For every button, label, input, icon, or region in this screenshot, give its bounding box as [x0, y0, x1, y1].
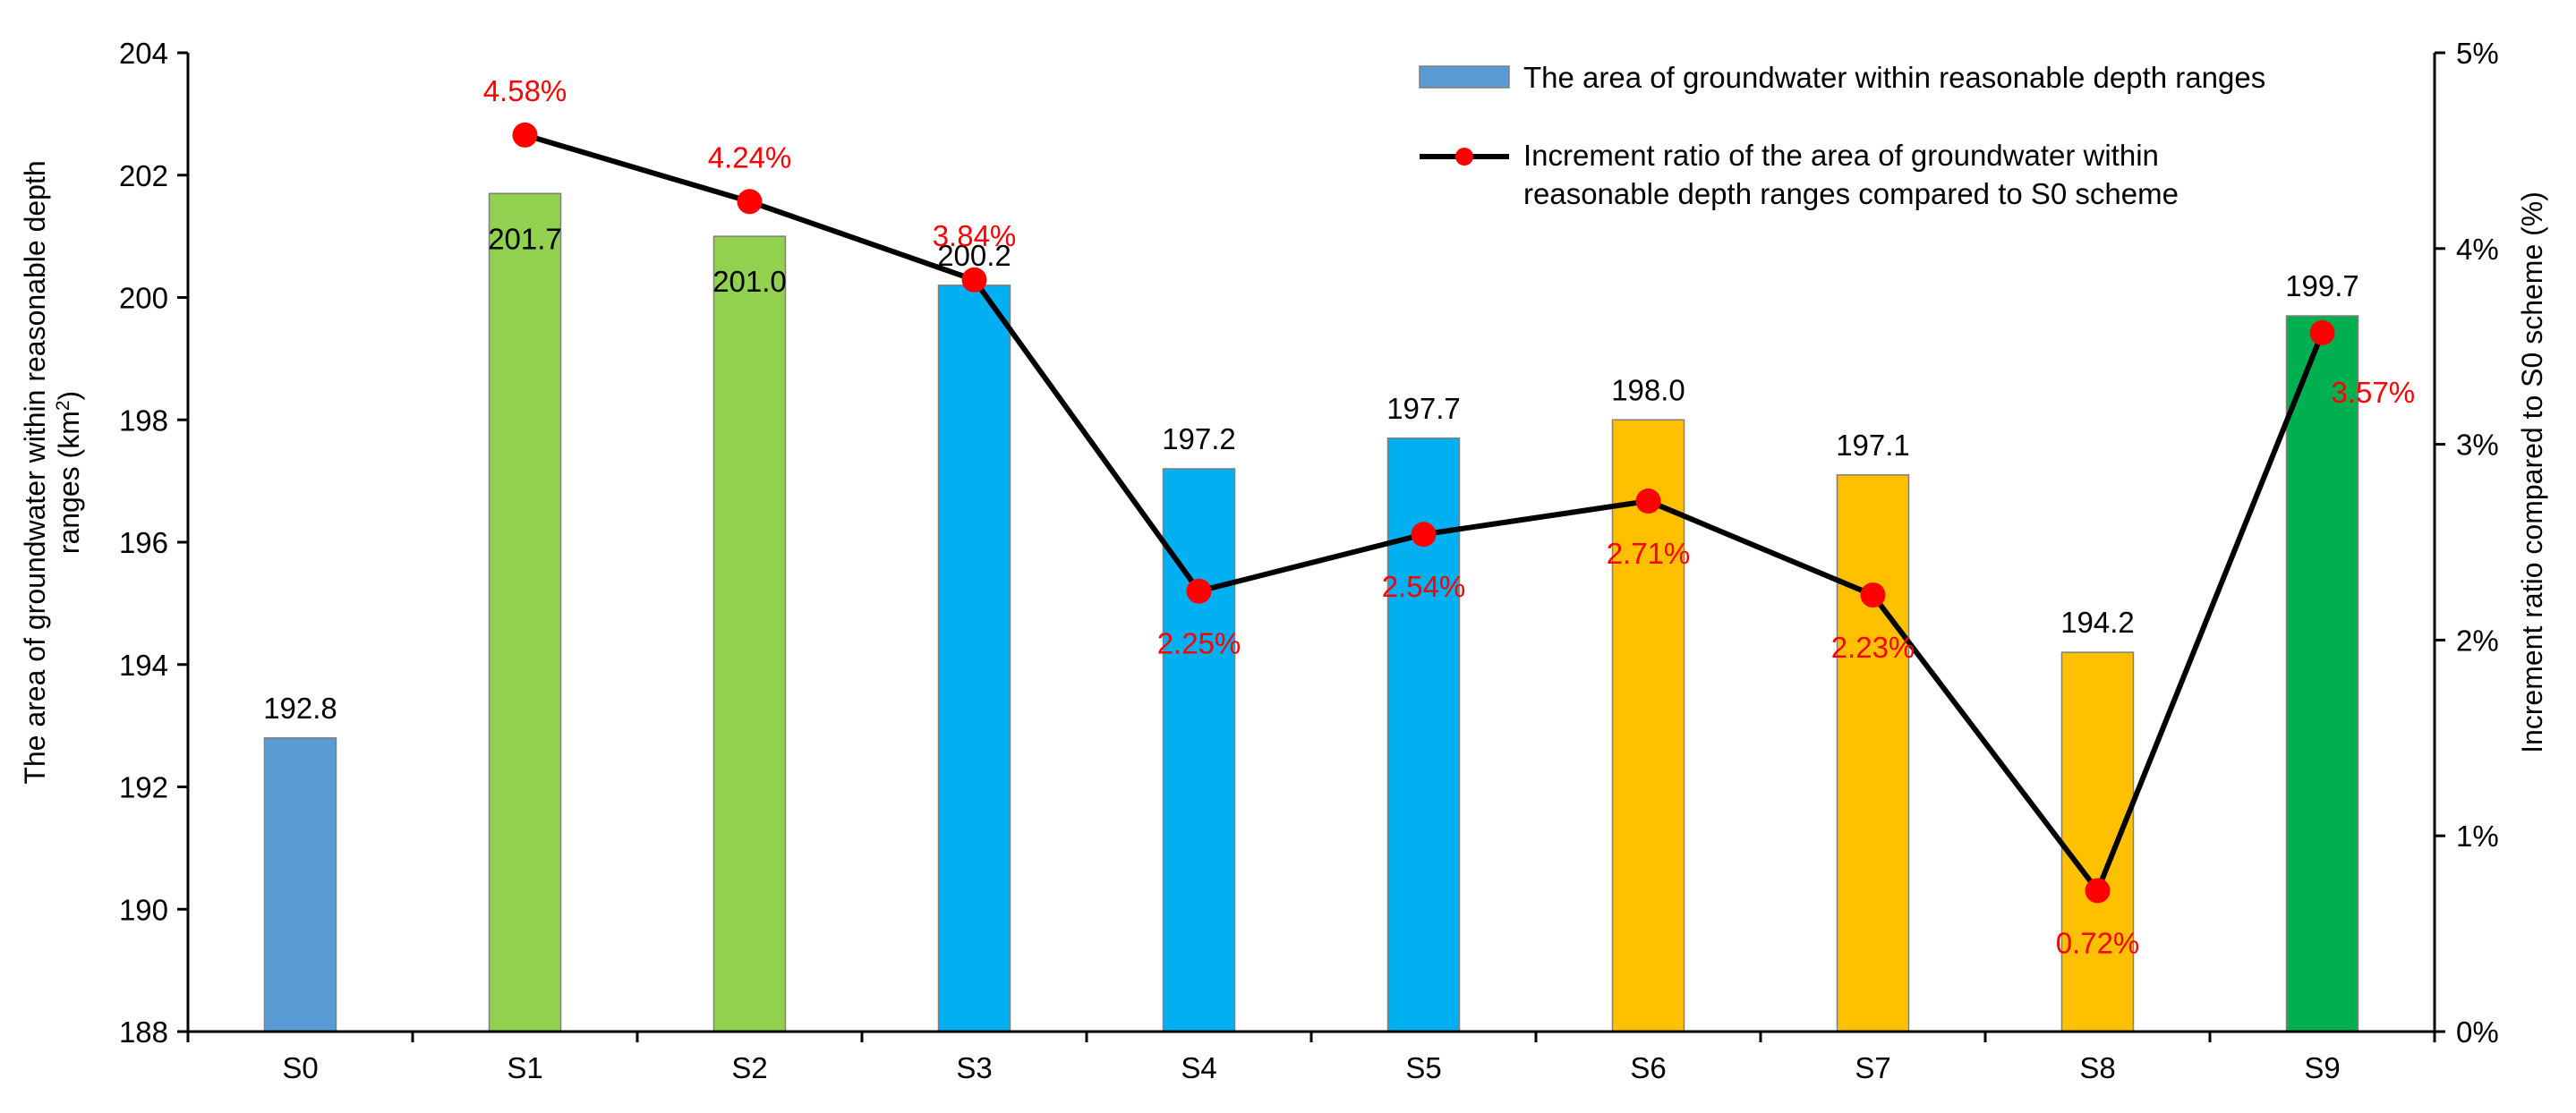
bar-label-s9: 199.7 [2285, 269, 2359, 302]
right-tick-label: 2% [2456, 624, 2499, 657]
right-tick-label: 3% [2456, 429, 2499, 462]
line-label-s1: 4.58% [483, 74, 567, 107]
left-axis-title-line2: ranges (km2) [53, 391, 86, 554]
bar-label-s1: 201.7 [488, 222, 562, 255]
left-tick-label: 200 [119, 282, 168, 315]
left-tick-label: 198 [119, 404, 168, 437]
x-tick-label-s8: S8 [2079, 1051, 2115, 1084]
right-tick-label: 1% [2456, 820, 2499, 853]
bar-value-labels: 192.8 201.7 201.0 200.2 197.2 197.7 198.0 197.1… [263, 222, 2359, 725]
x-tick-label-s2: S2 [731, 1051, 767, 1084]
line-label-s4: 2.25% [1157, 627, 1241, 660]
bar-label-s3: 200.2 [937, 239, 1011, 272]
right-tick-label: 0% [2456, 1015, 2499, 1049]
right-axis-ticks: 0% 1% 2% 3% 4% 5% [2435, 37, 2499, 1049]
legend: The area of groundwater within reasonabl… [1419, 61, 2265, 210]
left-tick-label: 192 [119, 771, 168, 804]
left-axis-ticks: 188 190 192 194 196 198 200 202 204 [119, 37, 188, 1049]
x-tick-label-s1: S1 [507, 1051, 542, 1084]
bar-label-s2: 201.0 [712, 265, 787, 298]
line-label-s9: 3.57% [2332, 376, 2416, 409]
left-tick-label: 190 [119, 893, 168, 926]
left-tick-label: 204 [119, 37, 168, 70]
line-label-s8: 0.72% [2056, 926, 2140, 959]
bar-s3 [937, 285, 1011, 1032]
x-tick-label-s9: S9 [2304, 1051, 2340, 1084]
x-tick-label-s3: S3 [956, 1051, 992, 1084]
left-tick-label: 188 [119, 1015, 168, 1049]
legend-bar-label: The area of groundwater within reasonabl… [1523, 61, 2265, 94]
legend-line-label-1: Increment ratio of the area of groundwat… [1523, 139, 2159, 172]
left-tick-label: 196 [119, 526, 168, 559]
line-label-s2: 4.24% [708, 140, 792, 174]
left-tick-label: 202 [119, 159, 168, 192]
left-axis-title-close-paren: ) [53, 391, 85, 401]
x-tick-label-s7: S7 [1855, 1051, 1890, 1084]
x-tick-label-s0: S0 [282, 1051, 318, 1084]
left-axis-title-superscript: 2 [53, 400, 73, 411]
legend-line-label-2: reasonable depth ranges compared to S0 s… [1523, 177, 2179, 210]
line-value-labels: 4.58% 4.24% 3.84% 2.25% 2.54% 2.71% 2.23% 0.72%… [483, 74, 2415, 960]
line-marker-s5 [1411, 522, 1437, 548]
line-marker-s9 [2309, 319, 2335, 345]
legend-line-marker [1455, 148, 1473, 166]
bar-label-s0: 192.8 [263, 692, 337, 725]
x-tick-label-s5: S5 [1405, 1051, 1441, 1084]
right-tick-label: 5% [2456, 37, 2499, 70]
bar-label-s5: 197.7 [1386, 392, 1461, 425]
x-axis-ticks: S0 S1 S2 S3 S4 S5 S6 S7 S8 S9 [186, 1032, 2436, 1084]
bar-s9 [2285, 315, 2359, 1032]
left-axis-title-unit: ranges (km [53, 411, 85, 554]
legend-bar-swatch [1419, 65, 1510, 89]
line-label-s6: 2.71% [1607, 537, 1691, 570]
left-tick-label: 194 [119, 649, 168, 682]
line-marker-s2 [737, 189, 763, 215]
bar-label-s8: 194.2 [2060, 606, 2135, 639]
line-marker-s7 [1860, 582, 1886, 608]
bar-s2 [712, 235, 787, 1032]
bar-s0 [263, 737, 337, 1032]
x-tick-label-s6: S6 [1630, 1051, 1666, 1084]
line-marker-s6 [1635, 489, 1661, 514]
left-axis-title-line1: The area of groundwater within reasonabl… [19, 160, 51, 784]
line-marker-s4 [1186, 578, 1212, 604]
line-marker-s8 [2085, 878, 2111, 904]
bar-s8 [2060, 651, 2135, 1032]
bar-s1 [488, 192, 562, 1032]
right-axis-title: Increment ratio compared to S0 scheme (%… [2516, 191, 2548, 753]
line-label-s5: 2.54% [1382, 570, 1466, 603]
bar-label-s4: 197.2 [1162, 422, 1236, 455]
right-tick-label: 4% [2456, 233, 2499, 266]
bar-s7 [1836, 474, 1910, 1032]
line-label-s7: 2.23% [1831, 631, 1915, 664]
bar-label-s7: 197.1 [1836, 429, 1910, 462]
line-marker-s1 [512, 122, 538, 148]
line-label-s3: 3.84% [933, 219, 1017, 252]
line-marker-s3 [961, 267, 987, 293]
bar-label-s6: 198.0 [1611, 373, 1685, 406]
x-tick-label-s4: S4 [1181, 1051, 1216, 1084]
line-series [512, 122, 2335, 904]
